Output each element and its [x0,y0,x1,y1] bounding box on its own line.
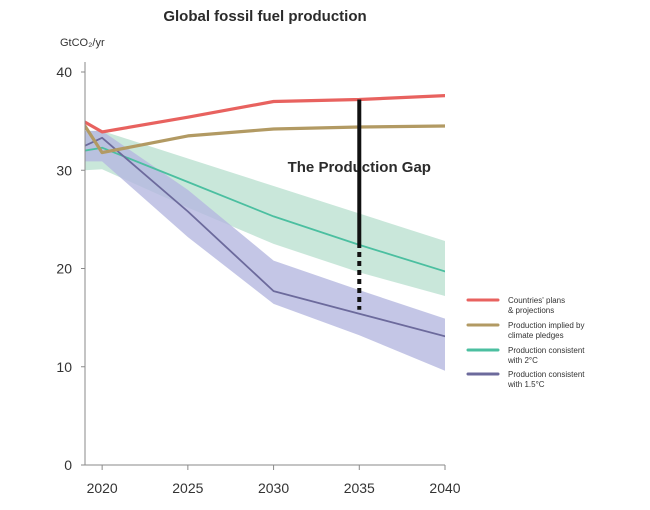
y-tick-label: 0 [64,457,72,473]
line-1-5c [85,136,445,338]
plot-content [85,93,445,371]
y-tick-label: 40 [56,64,72,80]
line-countries-plans [85,93,445,134]
legend-label: Production consistent [508,370,585,379]
y-tick-label: 10 [56,359,72,375]
band-1-5c [85,130,445,371]
legend-label: & projections [508,306,554,315]
x-tick-label: 2025 [172,480,203,496]
y-axis-unit-label: GtCO₂/yr [60,37,105,49]
plot-area [85,93,445,371]
legend-label: with 2°C [507,356,538,365]
legend-countries-plans: Countries' plans& projections [466,296,565,315]
chart-title: Global fossil fuel production [163,8,366,25]
legend: Countries' plans& projections Production … [466,296,585,389]
x-tick-label: 2040 [429,480,460,496]
x-tick-label: 2020 [87,480,118,496]
y-tick-label: 30 [56,162,72,178]
y-tick-label: 20 [56,261,72,277]
production-gap-annotation: The Production Gap [288,99,431,310]
legend-climate-pledges: Production implied by climate pledges [466,321,584,340]
legend-label: climate pledges [508,331,564,340]
line-climate-pledges [85,124,445,155]
x-tick-label: 2030 [258,480,289,496]
legend-label: Countries' plans [508,296,565,305]
x-tick-label: 2035 [344,480,375,496]
legend-label: Production implied by [508,321,584,330]
legend-label: Production consistent [508,346,585,355]
legend-label: with 1.5°C [507,380,545,389]
